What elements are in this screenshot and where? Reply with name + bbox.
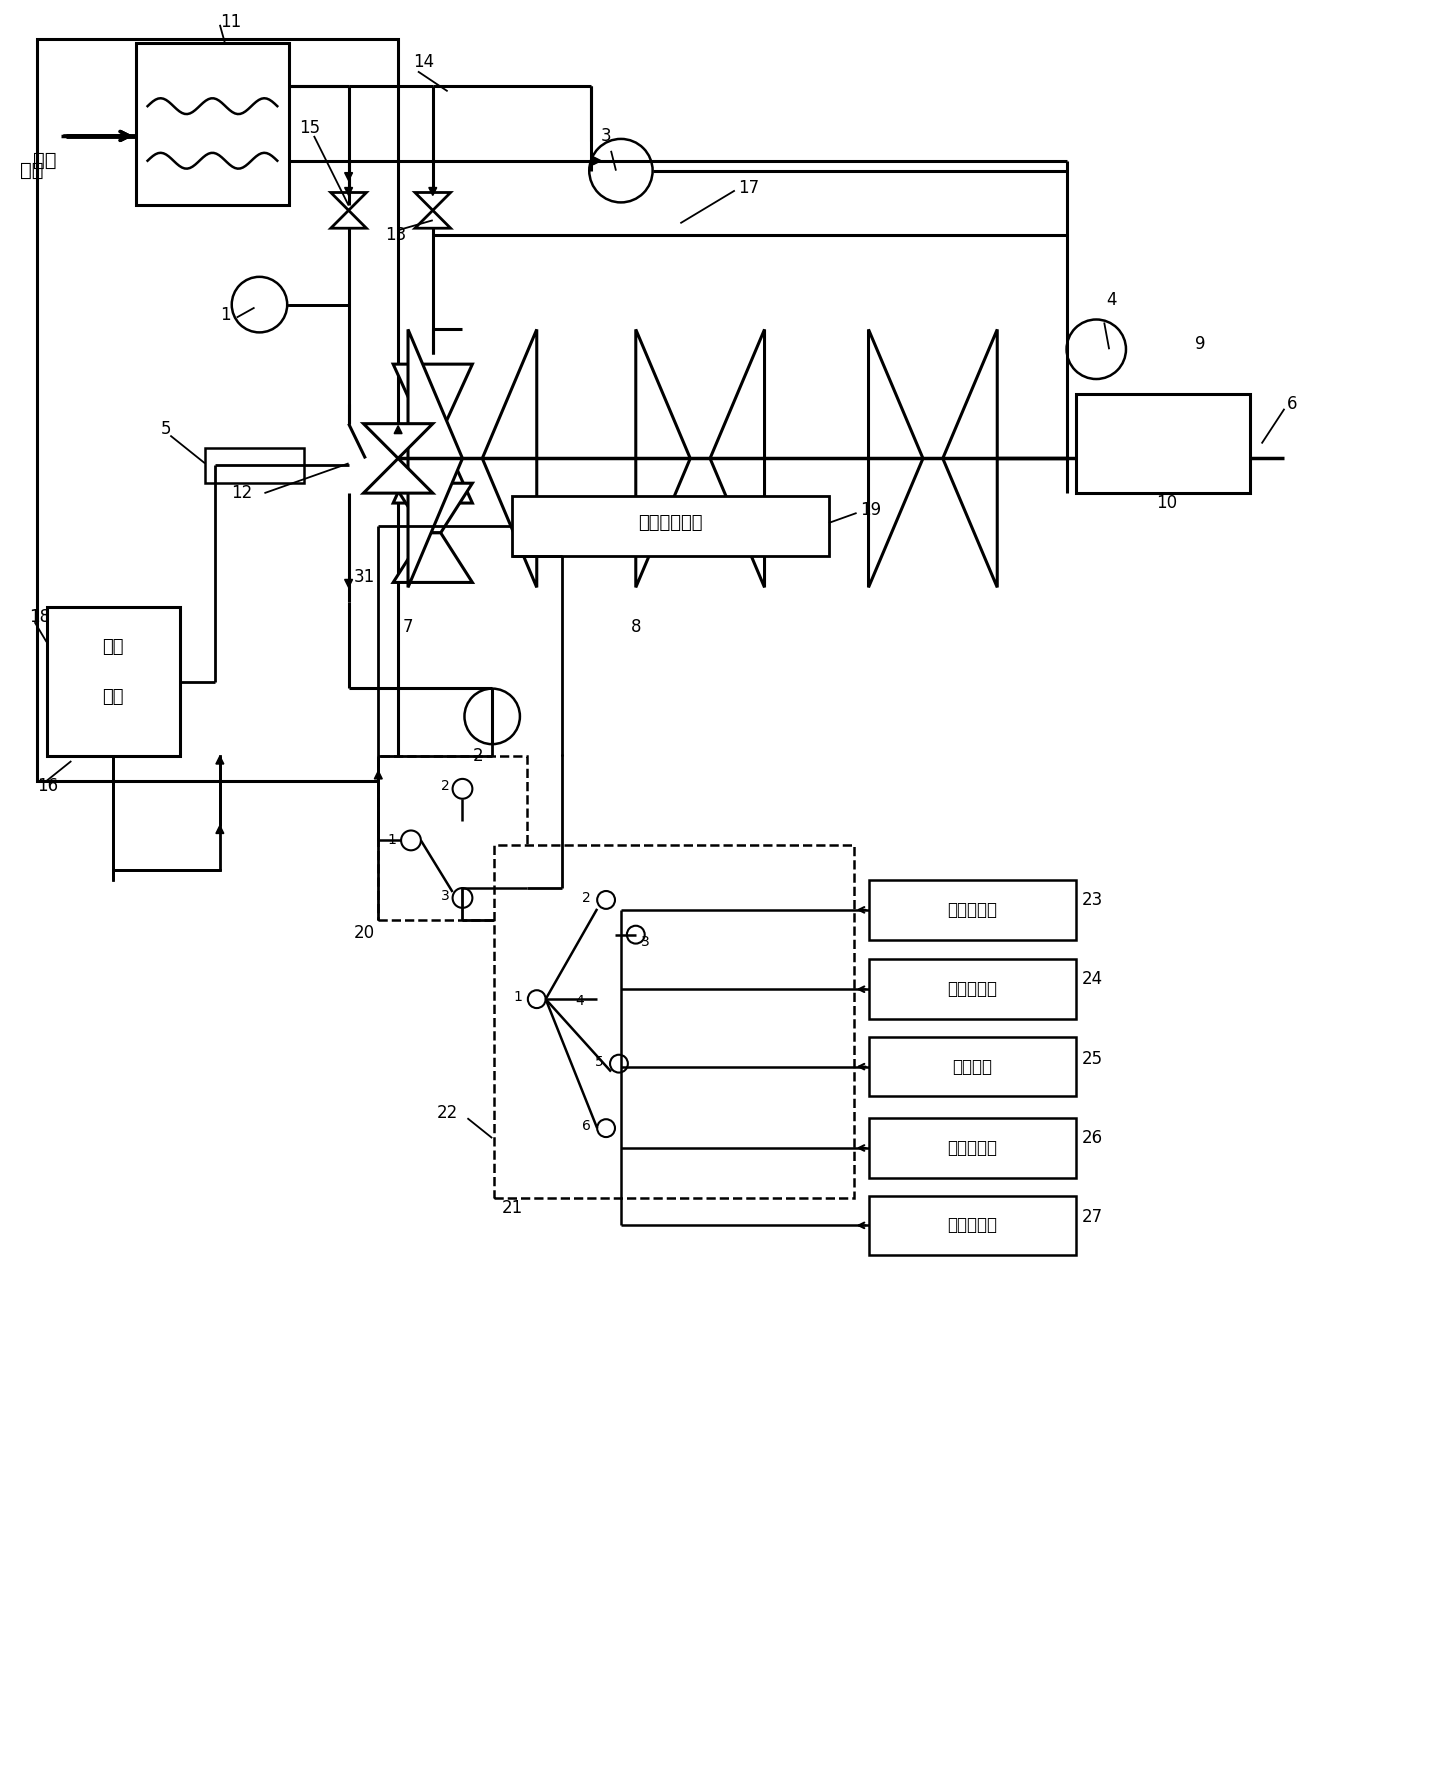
Text: 6: 6 xyxy=(583,1119,591,1133)
Text: 18: 18 xyxy=(29,608,50,626)
Text: 19: 19 xyxy=(861,501,882,519)
Bar xyxy=(47,607,180,756)
Polygon shape xyxy=(374,771,382,780)
Polygon shape xyxy=(364,423,432,458)
Text: 25: 25 xyxy=(1081,1049,1103,1067)
Polygon shape xyxy=(345,580,352,587)
Text: 给水: 给水 xyxy=(20,161,43,180)
Bar xyxy=(136,43,289,205)
Polygon shape xyxy=(331,193,367,211)
Polygon shape xyxy=(394,483,473,533)
Polygon shape xyxy=(428,187,437,196)
Text: 关位测试挡: 关位测试挡 xyxy=(948,979,998,999)
Text: 突关测试挡: 突关测试挡 xyxy=(948,1217,998,1235)
Text: 4: 4 xyxy=(576,994,584,1008)
Text: 3: 3 xyxy=(640,935,650,949)
Bar xyxy=(378,756,527,921)
Polygon shape xyxy=(710,330,765,587)
Polygon shape xyxy=(394,426,402,434)
Text: 7: 7 xyxy=(402,617,414,637)
Polygon shape xyxy=(394,364,473,434)
Text: 13: 13 xyxy=(385,227,407,244)
Bar xyxy=(1077,394,1250,492)
Text: 22: 22 xyxy=(437,1104,458,1122)
Text: 23: 23 xyxy=(1081,890,1103,908)
Polygon shape xyxy=(364,458,432,492)
Text: 给水: 给水 xyxy=(33,152,56,169)
Polygon shape xyxy=(331,211,367,228)
Text: 12: 12 xyxy=(232,483,252,501)
Bar xyxy=(868,1119,1077,1177)
Text: 执行: 执行 xyxy=(102,639,123,657)
Bar xyxy=(494,846,853,1197)
Text: 31: 31 xyxy=(354,569,375,587)
Text: 27: 27 xyxy=(1081,1208,1103,1226)
Text: 1: 1 xyxy=(387,833,397,847)
Text: 24: 24 xyxy=(1081,970,1103,988)
Text: 2: 2 xyxy=(441,780,450,792)
Bar xyxy=(868,880,1077,940)
Polygon shape xyxy=(216,756,223,764)
Text: 4: 4 xyxy=(1106,291,1117,309)
Text: 突开测试挡: 突开测试挡 xyxy=(948,1138,998,1158)
Polygon shape xyxy=(345,187,352,196)
Polygon shape xyxy=(942,330,997,587)
Text: 21: 21 xyxy=(503,1199,523,1217)
Text: 负荷指令模块: 负荷指令模块 xyxy=(639,514,703,532)
Text: 机构: 机构 xyxy=(102,687,123,705)
Polygon shape xyxy=(394,533,473,582)
Bar xyxy=(205,448,304,483)
Bar xyxy=(868,1037,1077,1097)
Polygon shape xyxy=(216,826,223,833)
Polygon shape xyxy=(415,193,451,211)
Text: 15: 15 xyxy=(299,120,321,137)
Bar xyxy=(37,39,398,781)
Polygon shape xyxy=(415,211,451,228)
Text: 8: 8 xyxy=(632,617,642,637)
Text: 3: 3 xyxy=(601,127,611,145)
Text: 5: 5 xyxy=(596,1054,604,1069)
Text: 开位测试挡: 开位测试挡 xyxy=(948,901,998,919)
Text: 14: 14 xyxy=(412,52,434,71)
Text: 5: 5 xyxy=(160,419,170,437)
Polygon shape xyxy=(408,330,463,587)
Text: 10: 10 xyxy=(1156,494,1177,512)
Text: 1: 1 xyxy=(513,990,521,1004)
Polygon shape xyxy=(483,330,537,587)
Text: 9: 9 xyxy=(1196,335,1206,353)
Polygon shape xyxy=(394,434,473,503)
Text: 17: 17 xyxy=(737,178,759,196)
Text: 26: 26 xyxy=(1081,1129,1103,1147)
Text: 11: 11 xyxy=(221,12,241,30)
Text: 2: 2 xyxy=(583,890,591,904)
Text: 3: 3 xyxy=(441,888,450,903)
Bar xyxy=(868,960,1077,1019)
Text: 初始位挡: 初始位挡 xyxy=(952,1058,992,1076)
Polygon shape xyxy=(593,157,601,164)
Bar xyxy=(868,1195,1077,1256)
Text: 16: 16 xyxy=(37,776,57,796)
Polygon shape xyxy=(636,330,690,587)
Text: 1: 1 xyxy=(221,305,231,323)
Text: 6: 6 xyxy=(1286,394,1297,412)
Text: 2: 2 xyxy=(473,747,483,765)
Text: 20: 20 xyxy=(354,924,375,942)
Polygon shape xyxy=(868,330,924,587)
Bar xyxy=(513,496,829,555)
Polygon shape xyxy=(345,173,352,180)
